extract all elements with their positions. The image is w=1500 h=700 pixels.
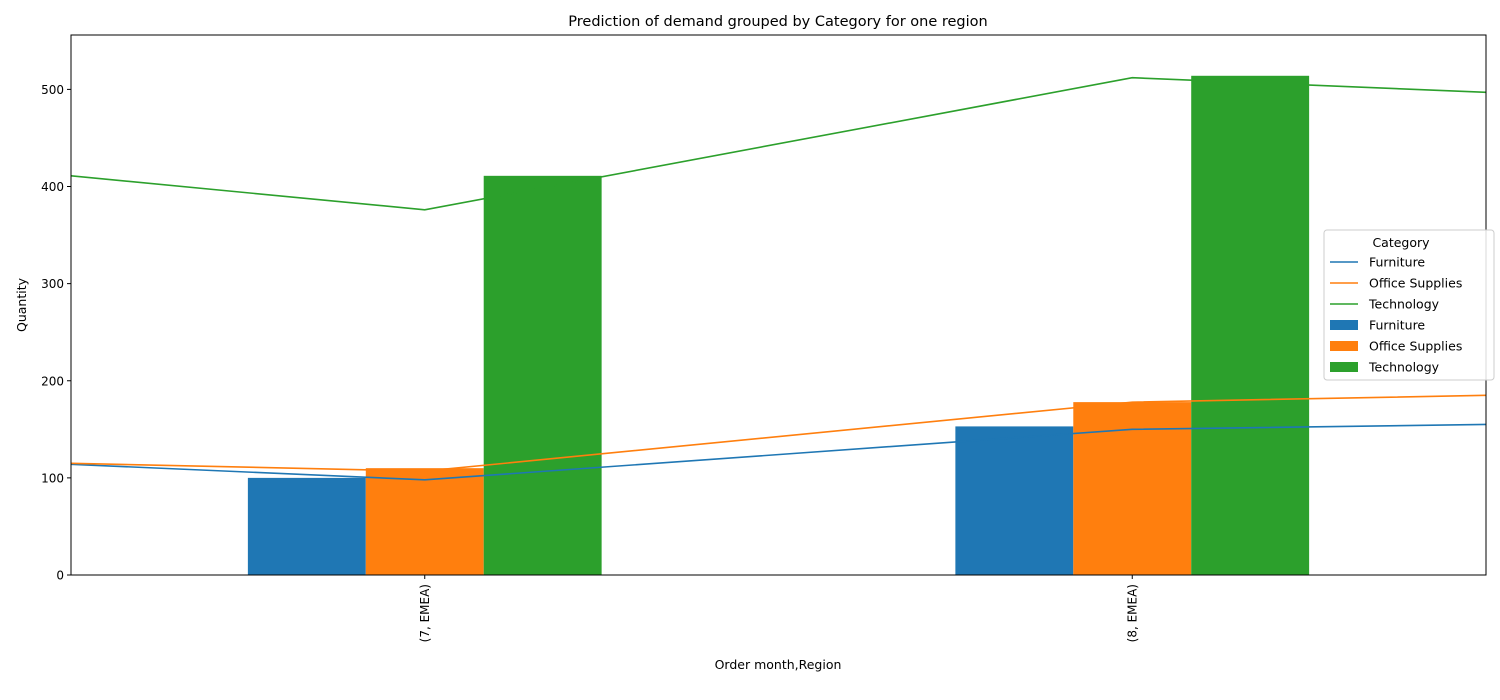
- line-office-supplies: [71, 394, 1486, 472]
- legend: Category Furniture Office Supplies Technol…: [1323, 229, 1495, 381]
- legend-label-line-technology: Technology: [1368, 297, 1440, 312]
- bar-technology-1: [1191, 75, 1310, 575]
- x-tick-label-0: (7, EMEA): [418, 584, 432, 642]
- legend-label-bar-technology: Technology: [1368, 360, 1440, 375]
- y-axis-label: Quantity: [14, 277, 29, 332]
- legend-title: Category: [1372, 235, 1430, 250]
- y-tick-label-300: 300: [41, 277, 64, 291]
- line-technology: [71, 76, 1486, 211]
- y-tick-label-0: 0: [56, 569, 64, 583]
- y-tick-label-200: 200: [41, 374, 64, 388]
- line-furniture: [71, 423, 1486, 481]
- legend-patch-furniture: [1330, 320, 1358, 330]
- bar-office-supplies-0: [365, 468, 484, 575]
- x-tick-label-1: (8, EMEA): [1125, 584, 1139, 642]
- bar-technology-0: [483, 175, 602, 575]
- bar-furniture-0: [247, 477, 366, 575]
- y-tick-label-500: 500: [41, 83, 64, 97]
- legend-label-line-office-supplies: Office Supplies: [1369, 276, 1462, 291]
- bar-furniture-1: [955, 426, 1074, 575]
- plot-area: 0 100 200 300 400 500 (7, EMEA) (8, EMEA): [41, 34, 1487, 642]
- legend-patch-technology: [1330, 362, 1358, 372]
- y-tick-label-400: 400: [41, 180, 64, 194]
- legend-label-bar-office-supplies: Office Supplies: [1369, 339, 1462, 354]
- legend-label-bar-furniture: Furniture: [1369, 318, 1425, 333]
- line-series-group: [71, 76, 1486, 481]
- legend-label-line-furniture: Furniture: [1369, 255, 1425, 270]
- y-tick-label-100: 100: [41, 471, 64, 485]
- x-axis-label: Order month,Region: [715, 657, 842, 672]
- legend-box: [1323, 229, 1495, 381]
- chart-title: Prediction of demand grouped by Category…: [568, 14, 987, 30]
- bar-office-supplies-1: [1073, 402, 1192, 575]
- legend-patch-office-supplies: [1330, 341, 1358, 351]
